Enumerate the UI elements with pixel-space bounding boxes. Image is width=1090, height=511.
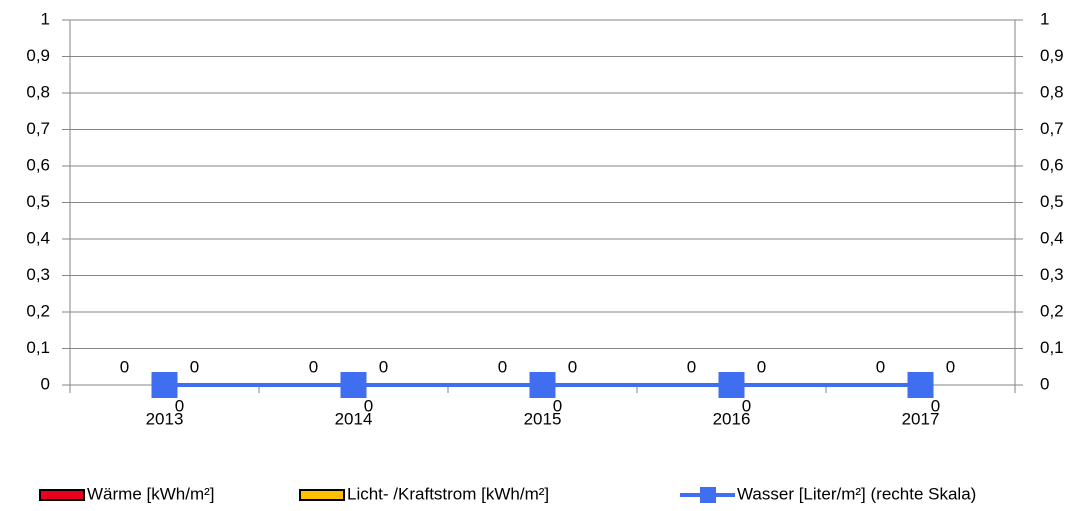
- data-label: 0: [553, 396, 562, 415]
- line-marker: [907, 372, 934, 398]
- legend-label: Wärme [kWh/m²]: [87, 484, 215, 503]
- y-tick-label: 0,8: [26, 82, 50, 101]
- data-label: 0: [876, 357, 885, 376]
- data-label: 0: [931, 396, 940, 415]
- data-label: 0: [175, 396, 184, 415]
- data-label: 0: [687, 357, 696, 376]
- data-label: 0: [742, 396, 751, 415]
- y2-tick-label: 0,8: [1040, 82, 1064, 101]
- legend-swatch: [39, 489, 85, 501]
- y2-tick-label: 1: [1040, 9, 1049, 28]
- x-tick-label: 2017: [902, 409, 940, 428]
- y2-tick-label: 0: [1040, 374, 1049, 393]
- data-label: 0: [120, 357, 129, 376]
- y-tick-label: 0,6: [26, 155, 50, 174]
- x-tick-label: 2013: [146, 409, 184, 428]
- legend-label: Wasser [Liter/m²] (rechte Skala): [737, 484, 976, 503]
- y-tick-label: 1: [41, 9, 50, 28]
- data-label: 0: [946, 357, 955, 376]
- x-tick-label: 2015: [524, 409, 562, 428]
- y2-tick-label: 0,2: [1040, 301, 1064, 320]
- y2-tick-label: 0,5: [1040, 192, 1064, 211]
- line-marker: [151, 372, 178, 398]
- y-tick-label: 0,9: [26, 46, 50, 65]
- x-tick-label: 2016: [713, 409, 751, 428]
- data-label: 0: [309, 357, 318, 376]
- y-tick-label: 0,3: [26, 265, 50, 284]
- legend-label: Licht- /Kraftstrom [kWh/m²]: [347, 484, 549, 503]
- y-tick-label: 0,2: [26, 301, 50, 320]
- y-tick-label: 0,1: [26, 338, 50, 357]
- data-label: 0: [190, 357, 199, 376]
- y-tick-label: 0,5: [26, 192, 50, 211]
- y2-tick-label: 0,3: [1040, 265, 1064, 284]
- y2-tick-label: 0,7: [1040, 119, 1064, 138]
- y-tick-label: 0,7: [26, 119, 50, 138]
- y-tick-label: 0: [41, 374, 50, 393]
- line-marker: [718, 372, 745, 398]
- data-label: 0: [498, 357, 507, 376]
- y-tick-label: 0,4: [26, 228, 50, 247]
- y2-tick-label: 0,1: [1040, 338, 1064, 357]
- y2-tick-label: 0,4: [1040, 228, 1064, 247]
- x-tick-label: 2014: [335, 409, 373, 428]
- y2-tick-label: 0,9: [1040, 46, 1064, 65]
- data-label: 0: [379, 357, 388, 376]
- line-marker: [340, 372, 367, 398]
- line-marker: [529, 372, 556, 398]
- data-label: 0: [364, 396, 373, 415]
- data-label: 0: [568, 357, 577, 376]
- legend-swatch: [299, 489, 345, 501]
- y2-tick-label: 0,6: [1040, 155, 1064, 174]
- legend-marker: [700, 487, 716, 503]
- data-label: 0: [757, 357, 766, 376]
